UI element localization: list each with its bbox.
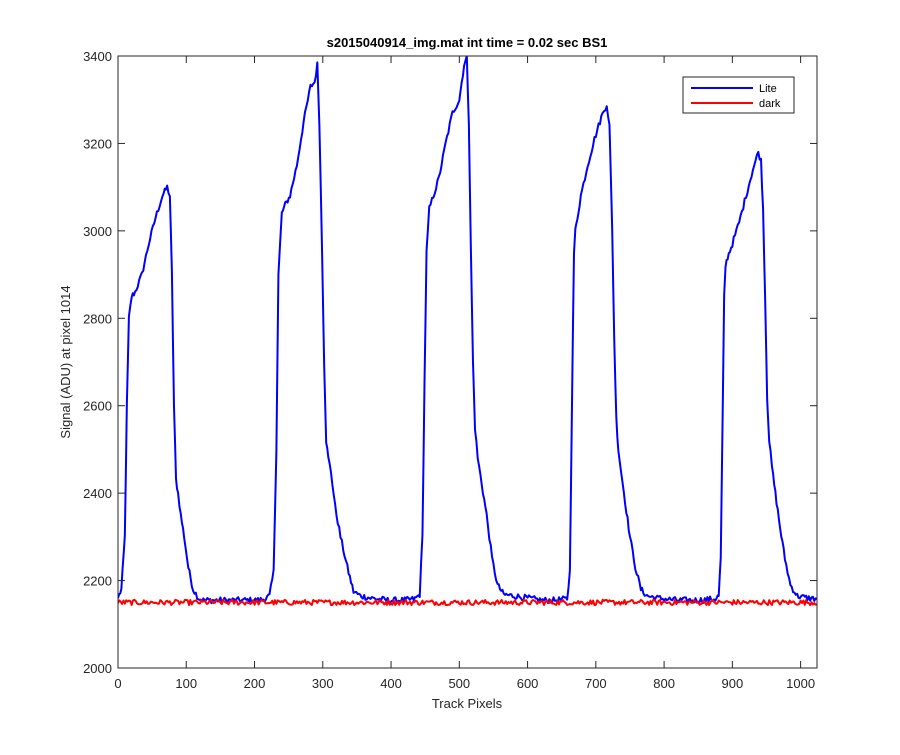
x-tick-label: 900 (722, 676, 744, 691)
series-line-dark (118, 598, 817, 607)
y-tick-label: 3200 (83, 136, 112, 151)
chart-title: s2015040914_img.mat int time = 0.02 sec … (327, 35, 608, 50)
x-axis-label: Track Pixels (432, 696, 503, 711)
x-tick-label: 600 (517, 676, 539, 691)
series-lines (118, 56, 817, 607)
y-axis-label: Signal (ADU) at pixel 1014 (58, 285, 73, 438)
x-tick-label: 1000 (786, 676, 815, 691)
x-tick-label: 300 (312, 676, 334, 691)
x-tick-label: 200 (244, 676, 266, 691)
plot-area (118, 56, 817, 668)
y-tick-label: 2200 (83, 574, 112, 589)
y-tick-label: 2600 (83, 399, 112, 414)
y-tick-label: 3000 (83, 224, 112, 239)
legend: Lite dark (682, 76, 795, 114)
x-tick-label: 800 (653, 676, 675, 691)
x-tick-label: 500 (448, 676, 470, 691)
plot-background (118, 56, 817, 668)
x-tick-label: 100 (175, 676, 197, 691)
axes: 0 100 200 300 400 500 600 700 800 900 1000 2000 2200… (83, 49, 818, 691)
x-tick-label: 400 (380, 676, 402, 691)
legend-label-dark: dark (759, 98, 781, 110)
legend-label-lite: Lite (759, 83, 777, 95)
y-tick-label: 2000 (83, 661, 112, 676)
axes-box (117, 55, 818, 669)
x-tick-label: 700 (585, 676, 607, 691)
y-tick-label: 3400 (83, 49, 112, 64)
legend-box (682, 76, 795, 114)
y-tick-label: 2400 (83, 486, 112, 501)
y-tick-label: 2800 (83, 311, 112, 326)
x-tick-label: 0 (114, 676, 121, 691)
